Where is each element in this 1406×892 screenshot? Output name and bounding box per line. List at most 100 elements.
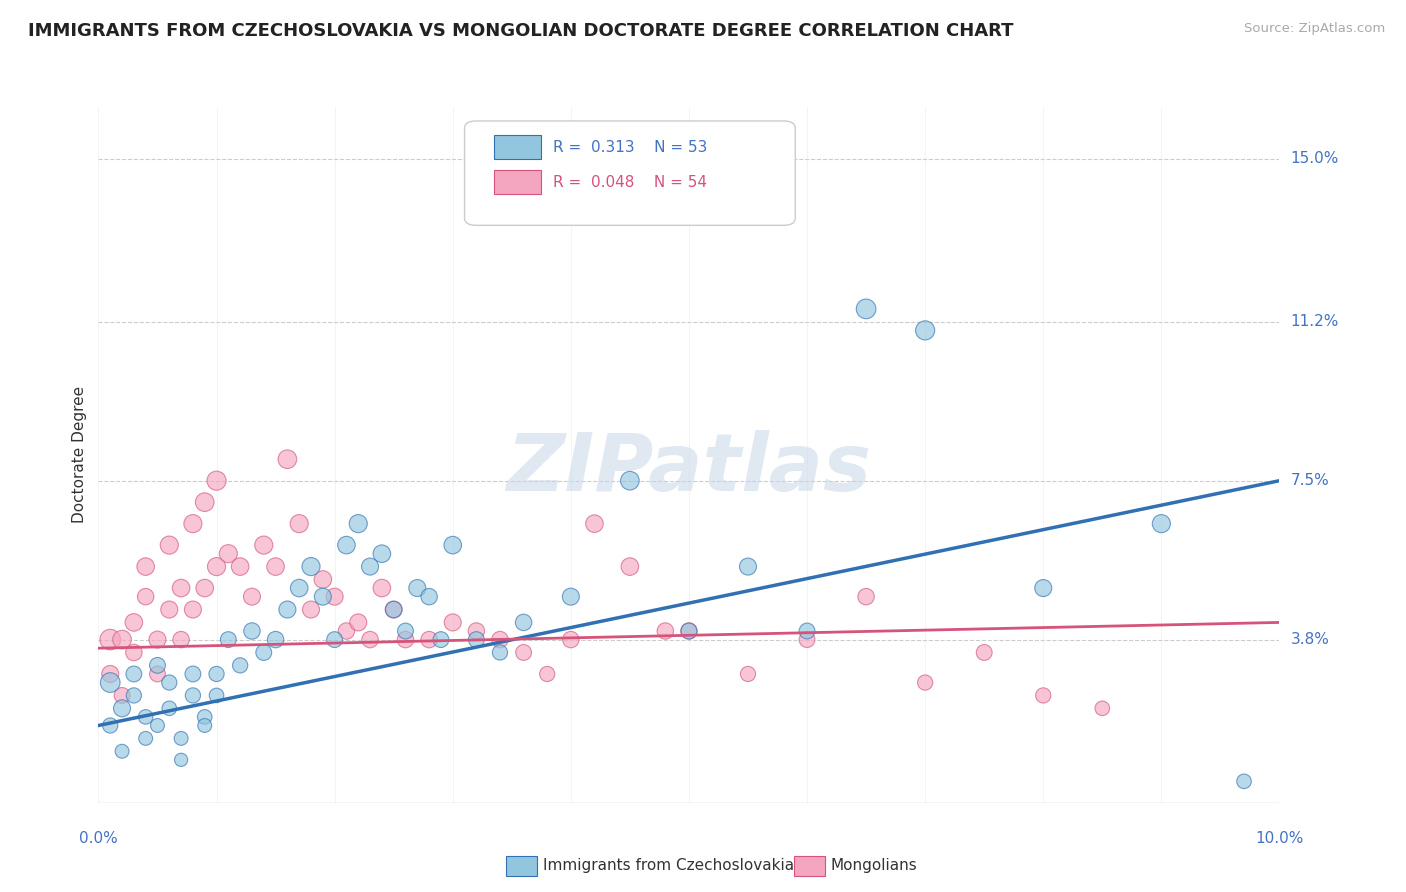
Point <box>299 602 322 616</box>
Point <box>205 474 228 488</box>
Point <box>98 632 121 647</box>
Point <box>98 667 121 681</box>
Point <box>157 701 180 715</box>
Point <box>264 632 287 647</box>
Text: 10.0%: 10.0% <box>1256 830 1303 846</box>
Point <box>288 516 311 531</box>
Point <box>1032 581 1054 595</box>
Point <box>98 718 121 732</box>
Point <box>737 667 759 681</box>
Point <box>146 632 169 647</box>
Point <box>512 615 534 630</box>
Point <box>323 632 346 647</box>
Point <box>157 675 180 690</box>
FancyBboxPatch shape <box>494 169 541 194</box>
Point <box>371 581 394 595</box>
Point <box>146 718 169 732</box>
Point <box>583 516 606 531</box>
Point <box>146 667 169 681</box>
Point <box>122 645 145 659</box>
Point <box>181 667 204 681</box>
Point <box>1032 689 1054 703</box>
Point <box>394 632 416 647</box>
Text: 15.0%: 15.0% <box>1291 151 1339 166</box>
Point <box>312 590 335 604</box>
Point <box>619 474 641 488</box>
Point <box>347 615 370 630</box>
Point <box>229 658 252 673</box>
Point <box>217 632 239 647</box>
Point <box>512 645 534 659</box>
Text: IMMIGRANTS FROM CZECHOSLOVAKIA VS MONGOLIAN DOCTORATE DEGREE CORRELATION CHART: IMMIGRANTS FROM CZECHOSLOVAKIA VS MONGOL… <box>28 22 1014 40</box>
Point <box>335 538 357 552</box>
Point <box>347 516 370 531</box>
FancyBboxPatch shape <box>494 135 541 159</box>
Point <box>855 590 877 604</box>
Point <box>382 602 405 616</box>
Text: 7.5%: 7.5% <box>1291 473 1329 488</box>
Point <box>1233 774 1256 789</box>
Point <box>654 624 676 638</box>
Point <box>371 547 394 561</box>
Point <box>441 538 464 552</box>
Point <box>560 632 582 647</box>
Point <box>914 323 936 337</box>
Point <box>678 624 700 638</box>
Y-axis label: Doctorate Degree: Doctorate Degree <box>72 386 87 524</box>
Point <box>229 559 252 574</box>
Point <box>170 753 193 767</box>
Point <box>855 301 877 316</box>
Point <box>194 718 217 732</box>
Point <box>205 689 228 703</box>
Text: ZIPatlas: ZIPatlas <box>506 430 872 508</box>
Point <box>111 632 134 647</box>
Point <box>560 590 582 604</box>
Point <box>170 731 193 746</box>
Point <box>536 667 558 681</box>
Point <box>205 559 228 574</box>
Point <box>441 615 464 630</box>
Point <box>796 632 818 647</box>
Point <box>217 547 239 561</box>
Text: R =  0.048    N = 54: R = 0.048 N = 54 <box>553 175 707 190</box>
Text: 3.8%: 3.8% <box>1291 632 1330 647</box>
Point <box>394 624 416 638</box>
Point <box>619 559 641 574</box>
Point <box>240 590 263 604</box>
Point <box>194 710 217 724</box>
Point <box>253 538 276 552</box>
Point <box>796 624 818 638</box>
Point <box>276 452 298 467</box>
Point <box>359 632 381 647</box>
Text: Immigrants from Czechoslovakia: Immigrants from Czechoslovakia <box>543 858 794 872</box>
Point <box>335 624 357 638</box>
Point <box>323 590 346 604</box>
Point <box>276 602 298 616</box>
Point <box>194 581 217 595</box>
Point <box>122 615 145 630</box>
Point <box>430 632 453 647</box>
Point <box>418 590 440 604</box>
Point <box>181 689 204 703</box>
Point <box>406 581 429 595</box>
Point <box>240 624 263 638</box>
Point <box>205 667 228 681</box>
Point <box>489 632 512 647</box>
Point <box>111 689 134 703</box>
Point <box>146 658 169 673</box>
Point <box>678 624 700 638</box>
Text: Mongolians: Mongolians <box>831 858 918 872</box>
Point <box>737 559 759 574</box>
Point <box>1150 516 1173 531</box>
Text: Source: ZipAtlas.com: Source: ZipAtlas.com <box>1244 22 1385 36</box>
Point <box>111 744 134 758</box>
Text: R =  0.313    N = 53: R = 0.313 N = 53 <box>553 140 707 155</box>
Point <box>122 667 145 681</box>
FancyBboxPatch shape <box>464 121 796 226</box>
Point <box>135 559 157 574</box>
Point <box>194 495 217 509</box>
Point <box>288 581 311 595</box>
Point <box>157 538 180 552</box>
Point <box>170 632 193 647</box>
Text: 0.0%: 0.0% <box>79 830 118 846</box>
